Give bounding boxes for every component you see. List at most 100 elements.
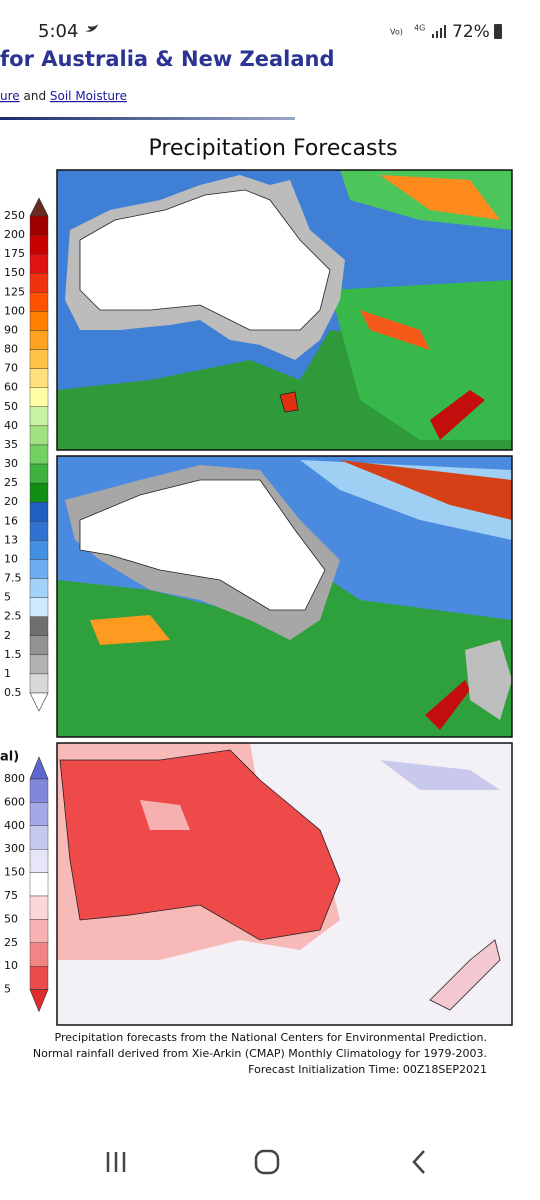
- back-button[interactable]: [412, 1150, 425, 1174]
- scale-cell: [29, 635, 49, 656]
- scale-label: 90: [4, 323, 18, 336]
- scale-label: 30: [4, 457, 18, 470]
- scale-cell: [29, 349, 49, 369]
- scale-label: 1: [4, 667, 11, 680]
- scale-cell: [29, 872, 49, 897]
- nav-bar: [106, 1149, 425, 1175]
- scale-label: 200: [4, 228, 25, 241]
- scale-label: 800: [4, 772, 25, 785]
- scale-label: 150: [4, 266, 25, 279]
- scale-label: 400: [4, 819, 25, 832]
- map-frame: [56, 742, 513, 1026]
- network: 4G: [414, 24, 425, 33]
- scale-cell: [29, 966, 49, 990]
- scale-cell: [29, 578, 49, 598]
- scale-label: 40: [4, 419, 18, 432]
- link[interactable]: ure: [0, 89, 20, 103]
- scale-cell: [29, 368, 49, 388]
- scale-cell: [29, 919, 49, 944]
- scale-cell: [29, 406, 49, 427]
- scale-cell: [29, 502, 49, 522]
- caption-line: Precipitation forecasts from the Nationa…: [55, 1031, 488, 1044]
- battery-level: 72%: [452, 22, 490, 42]
- scale-cell: [29, 895, 49, 920]
- scale-cell: [29, 234, 49, 255]
- figure-title: Precipitation Forecasts: [148, 136, 397, 161]
- scale-cap: [29, 756, 49, 780]
- scale-cell: [29, 540, 49, 560]
- scale-cap: [29, 692, 49, 712]
- forecast-map-1: [57, 170, 512, 450]
- scale-label: 600: [4, 795, 25, 808]
- scale-label: 10: [4, 959, 18, 972]
- scale-label: 5: [4, 591, 11, 604]
- scale-cell: [29, 521, 49, 541]
- scale-title: al): [0, 750, 19, 765]
- scale-label: 13: [4, 533, 18, 546]
- signal: [432, 25, 446, 38]
- scale-label: 16: [4, 514, 18, 527]
- battery-icon: [494, 24, 502, 39]
- scale-cell: [29, 387, 49, 408]
- map-frame: [56, 169, 513, 451]
- scale-label: 60: [4, 381, 18, 394]
- caption-line: Normal rainfall derived from Xie-Arkin (…: [33, 1047, 487, 1060]
- scale-label: 20: [4, 495, 18, 508]
- caption-line: Forecast Initialization Time: 00Z18SEP20…: [248, 1063, 487, 1076]
- scale-cell: [29, 673, 49, 694]
- volte: Vo): [390, 28, 403, 37]
- scale-cell: [29, 273, 49, 293]
- scale-cell: [29, 802, 49, 827]
- recents-button[interactable]: [106, 1152, 126, 1172]
- scale-cell: [29, 597, 49, 617]
- scale-label: 250: [4, 209, 25, 222]
- scale-label: 0.5: [4, 686, 22, 699]
- scale-cell: [29, 616, 49, 636]
- scale-label: 25: [4, 936, 18, 949]
- scale-cell: [29, 849, 49, 873]
- scale-label: 5: [4, 983, 11, 996]
- scale-label: 7.5: [4, 572, 22, 585]
- scale-label: 50: [4, 400, 18, 413]
- scale-label: 35: [4, 438, 18, 451]
- scale-cell: [29, 253, 49, 274]
- scale-label: 25: [4, 476, 18, 489]
- scale-label: 300: [4, 842, 25, 855]
- link[interactable]: Soil Moisture: [50, 89, 127, 103]
- scale-cell: [29, 311, 49, 331]
- scale-cell: [29, 292, 49, 312]
- scale-cell: [29, 559, 49, 579]
- scale-label: 80: [4, 343, 18, 356]
- scale-cell: [29, 654, 49, 675]
- scale-cell: [29, 778, 49, 803]
- scale-label: 150: [4, 866, 25, 879]
- map-frame: [56, 455, 513, 738]
- scale-label: 70: [4, 362, 18, 375]
- anomaly-map: [57, 743, 512, 1025]
- scale-cell: [29, 463, 49, 484]
- forecast-map-2: [57, 456, 512, 737]
- scale-cell: [29, 482, 49, 503]
- link-sep: and: [20, 89, 50, 103]
- scale-label: 175: [4, 247, 25, 260]
- caption: Precipitation forecasts from the Nationa…: [33, 1031, 487, 1076]
- scale-label: 1.5: [4, 648, 22, 661]
- twitter-icon: [85, 24, 98, 32]
- home-button[interactable]: [254, 1149, 280, 1175]
- scale-label: 2: [4, 629, 11, 642]
- time: 5:04: [38, 21, 78, 42]
- scale-cell: [29, 215, 49, 236]
- scale-label: 125: [4, 285, 25, 298]
- scale-label: 100: [4, 304, 25, 317]
- page-title: for Australia & New Zealand: [0, 47, 335, 71]
- scale-label: 10: [4, 552, 18, 565]
- scale-cell: [29, 425, 49, 446]
- scale-label: 75: [4, 889, 18, 902]
- scale-cap: [29, 989, 49, 1013]
- rule: [0, 117, 295, 120]
- scale-label: 50: [4, 912, 18, 925]
- scale-label: 2.5: [4, 610, 22, 623]
- scale-cell: [29, 444, 49, 465]
